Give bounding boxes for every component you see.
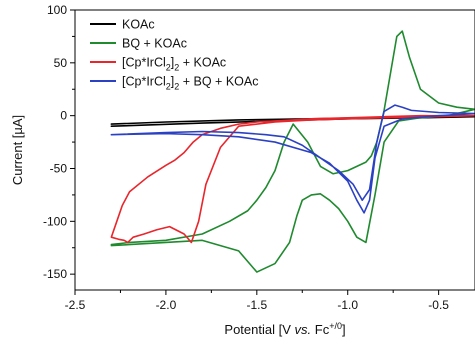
legend-label-1: KOAc [122,18,155,32]
x-axis: -2.5 -2.0 -1.5 -1.0 -0.5 [65,290,449,312]
y-tick-label: 0 [60,109,67,123]
legend-label-4: [Cp*IrCl2]2 + BQ + KOAc [122,75,258,92]
y-tick-label: -100 [43,214,67,228]
y-tick-label: 50 [54,56,68,70]
series-line-3 [110,114,475,244]
y-tick-label: -50 [50,161,68,175]
x-tick-label: -1.5 [246,298,267,312]
x-axis-title: Potential [V vs. Fc+/0] [224,321,345,337]
y-axis: 100 50 0 -50 -100 -150 [43,3,75,281]
x-tick-label: -1.0 [337,298,358,312]
legend-label-2: BQ + KOAc [122,37,187,51]
series-line-4 [110,104,475,214]
legend: KOAc BQ + KOAc [Cp*IrCl2]2 + KOAc [Cp*IrCl2… [90,18,258,92]
y-tick-label: 100 [47,3,67,17]
legend-label-3: [Cp*IrCl2]2 + KOAc [122,56,226,73]
x-tick-label: -2.0 [156,298,177,312]
plot-frame [74,9,475,291]
x-tick-label: -2.5 [65,298,86,312]
y-axis-title: Current [µA] [10,115,25,185]
y-tick-label: -150 [43,267,67,281]
series-layer [110,30,475,273]
series-line-2 [110,30,475,273]
x-tick-label: -0.5 [428,298,449,312]
